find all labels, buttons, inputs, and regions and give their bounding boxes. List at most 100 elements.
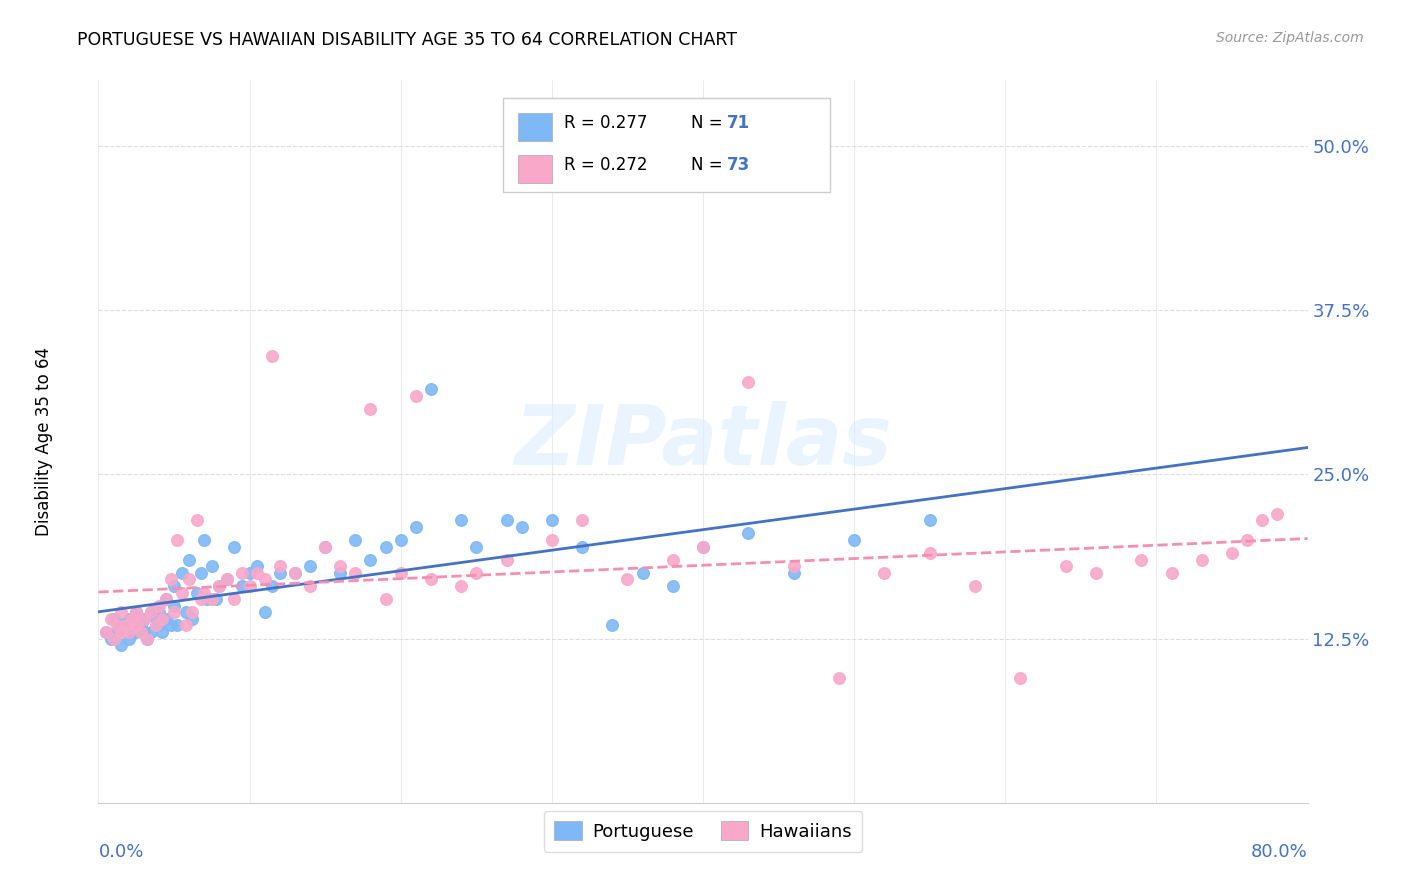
Point: [145, 618, 167, 632]
Point: [918, 546, 941, 560]
Text: R = 0.277: R = 0.277: [564, 114, 647, 132]
Point: [150, 612, 173, 626]
Point: [160, 573, 183, 587]
Point: [510, 520, 533, 534]
Point: [201, 559, 224, 574]
Point: [873, 566, 896, 580]
Point: [195, 592, 218, 607]
Text: 80.0%: 80.0%: [1251, 843, 1308, 861]
Point: [118, 612, 141, 626]
Point: [344, 533, 367, 547]
Text: ZIPatlas: ZIPatlas: [515, 401, 891, 482]
Point: [208, 579, 231, 593]
Point: [181, 612, 204, 626]
Point: [389, 533, 412, 547]
Point: [314, 540, 336, 554]
Point: [129, 618, 152, 632]
Point: [118, 632, 141, 646]
Point: [205, 592, 228, 607]
Point: [450, 513, 472, 527]
Point: [181, 605, 204, 619]
Point: [239, 566, 262, 580]
Point: [114, 618, 136, 632]
Text: R = 0.272: R = 0.272: [564, 156, 647, 174]
Point: [100, 632, 122, 646]
Point: [239, 579, 262, 593]
Point: [269, 566, 291, 580]
Point: [783, 559, 806, 574]
Point: [190, 592, 212, 607]
Point: [692, 540, 714, 554]
Point: [828, 671, 851, 685]
Bar: [503, 98, 830, 193]
Point: [193, 585, 215, 599]
Point: [450, 579, 472, 593]
Point: [201, 592, 224, 607]
Point: [737, 526, 759, 541]
Text: Disability Age 35 to 64: Disability Age 35 to 64: [35, 347, 53, 536]
Text: PORTUGUESE VS HAWAIIAN DISABILITY AGE 35 TO 64 CORRELATION CHART: PORTUGUESE VS HAWAIIAN DISABILITY AGE 35…: [77, 31, 737, 49]
Point: [114, 618, 136, 632]
Point: [616, 573, 638, 587]
Point: [163, 605, 186, 619]
Point: [215, 573, 238, 587]
Point: [150, 625, 173, 640]
Point: [253, 605, 276, 619]
Point: [141, 605, 163, 619]
Text: 0.0%: 0.0%: [98, 843, 143, 861]
Point: [125, 605, 148, 619]
Point: [118, 625, 141, 640]
Point: [166, 618, 188, 632]
Point: [692, 540, 714, 554]
Point: [132, 625, 155, 640]
Point: [125, 605, 148, 619]
Point: [208, 579, 231, 593]
Text: Source: ZipAtlas.com: Source: ZipAtlas.com: [1216, 31, 1364, 45]
Point: [360, 553, 382, 567]
Point: [540, 533, 562, 547]
Point: [284, 566, 307, 580]
Text: N =: N =: [690, 156, 728, 174]
Point: [262, 579, 284, 593]
Point: [540, 513, 562, 527]
Legend: Portuguese, Hawaiians: Portuguese, Hawaiians: [544, 811, 862, 852]
Point: [1054, 559, 1077, 574]
Point: [299, 559, 322, 574]
Point: [145, 612, 167, 626]
Point: [344, 566, 367, 580]
Point: [360, 401, 382, 416]
Point: [174, 618, 197, 632]
Point: [135, 632, 157, 646]
Point: [231, 579, 253, 593]
Point: [110, 638, 132, 652]
Point: [1160, 566, 1182, 580]
Point: [170, 585, 193, 599]
Point: [163, 579, 186, 593]
Point: [783, 566, 806, 580]
Point: [135, 632, 157, 646]
Point: [110, 605, 132, 619]
Point: [94, 625, 117, 640]
Point: [246, 559, 269, 574]
Point: [495, 553, 517, 567]
Point: [186, 513, 208, 527]
Point: [965, 579, 987, 593]
Point: [121, 612, 143, 626]
Point: [110, 618, 132, 632]
Point: [661, 579, 683, 593]
Point: [1191, 553, 1213, 567]
Point: [170, 566, 193, 580]
Point: [186, 585, 208, 599]
Point: [374, 592, 396, 607]
Point: [465, 566, 488, 580]
Point: [1236, 533, 1258, 547]
Point: [405, 388, 427, 402]
Point: [103, 632, 125, 646]
Point: [1267, 507, 1289, 521]
Point: [121, 625, 143, 640]
Point: [110, 625, 132, 640]
Point: [148, 618, 170, 632]
Point: [179, 573, 201, 587]
Point: [329, 566, 352, 580]
Point: [329, 559, 352, 574]
